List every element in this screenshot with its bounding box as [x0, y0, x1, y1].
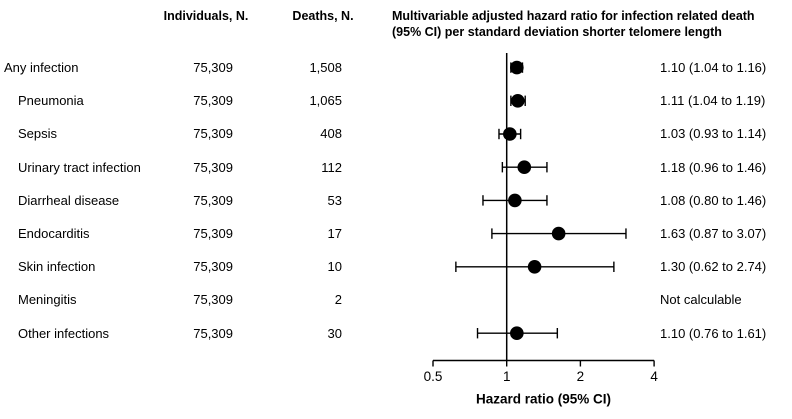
x-tick-label: 0.5 [424, 369, 443, 384]
point-marker [551, 226, 566, 241]
x-tick-label: 1 [503, 369, 511, 384]
point-marker [503, 127, 517, 141]
column-header-deaths: Deaths, N. [292, 9, 354, 23]
individuals-count: 75,309 [193, 325, 233, 341]
hazard-ratio-text: 1.63 (0.87 to 3.07) [660, 226, 767, 242]
deaths-count: 112 [321, 159, 342, 175]
table-row: Skin infection 75,309 10 1.30 (0.62 to 2… [0, 250, 792, 283]
hazard-ratio-header-line1: Multivariable adjusted hazard ratio for … [392, 9, 755, 23]
hazard-ratio-text: 1.03 (0.93 to 1.14) [660, 126, 767, 142]
x-tick-label: 4 [650, 369, 658, 384]
table-row: Pneumonia 75,309 1,065 1.11 (1.04 to 1.1… [0, 84, 792, 117]
hazard-ratio-text: 1.10 (1.04 to 1.16) [660, 60, 767, 76]
row-label: Pneumonia [18, 93, 84, 109]
table-row: Urinary tract infection 75,309 112 1.18 … [0, 151, 792, 184]
point-marker [508, 193, 522, 208]
row-label: Any infection [4, 60, 79, 76]
row-label: Skin infection [18, 259, 96, 275]
hazard-ratio-text: 1.11 (1.04 to 1.19) [660, 93, 766, 109]
hazard-ratio-text: 1.18 (0.96 to 1.46) [660, 159, 767, 175]
x-tick-label: 2 [577, 369, 585, 384]
row-label: Other infections [18, 325, 110, 341]
deaths-count: 408 [320, 126, 342, 142]
individuals-count: 75,309 [193, 226, 233, 242]
table-row: Diarrheal disease 75,309 53 1.08 (0.80 t… [0, 184, 792, 217]
point-marker [510, 326, 524, 341]
x-axis-title: Hazard ratio (95% CI) [476, 392, 611, 407]
hazard-ratio-header-line2: (95% CI) per standard deviation shorter … [392, 24, 722, 39]
row-label: Meningitis [18, 292, 77, 308]
deaths-count: 17 [327, 226, 342, 242]
individuals-count: 75,309 [193, 159, 233, 175]
individuals-count: 75,309 [193, 60, 233, 76]
point-marker [527, 260, 542, 274]
deaths-count: 1,508 [309, 60, 342, 76]
forest-table-rows: Any infection 75,309 1,508 1.10 (1.04 to… [0, 51, 792, 350]
row-label: Sepsis [18, 126, 58, 142]
table-row: Sepsis 75,309 408 1.03 (0.93 to 1.14) [0, 117, 792, 150]
individuals-count: 75,309 [193, 192, 233, 208]
hazard-ratio-text: Not calculable [660, 292, 742, 308]
individuals-count: 75,309 [193, 126, 233, 142]
column-header-individuals: Individuals, N. [163, 9, 249, 23]
row-label: Endocarditis [18, 226, 90, 242]
deaths-count: 53 [327, 192, 342, 208]
deaths-count: 10 [327, 259, 342, 275]
column-header-hazard-ratio: Multivariable adjusted hazard ratio for … [392, 9, 792, 40]
table-row: Endocarditis 75,309 17 1.63 (0.87 to 3.0… [0, 217, 792, 250]
hazard-ratio-text: 1.30 (0.62 to 2.74) [660, 259, 767, 275]
hazard-ratio-text: 1.08 (0.80 to 1.46) [660, 192, 767, 208]
table-row: Other infections 75,309 30 1.10 (0.76 to… [0, 317, 792, 350]
individuals-count: 75,309 [193, 93, 233, 109]
table-row: Any infection 75,309 1,508 1.10 (1.04 to… [0, 51, 792, 84]
point-marker [517, 160, 532, 174]
table-row: Meningitis 75,309 2 Not calculable [0, 283, 792, 316]
deaths-count: 30 [327, 325, 342, 341]
deaths-count: 1,065 [309, 93, 342, 109]
point-marker [510, 94, 525, 108]
deaths-count: 2 [334, 292, 342, 308]
row-label: Urinary tract infection [18, 159, 141, 175]
individuals-count: 75,309 [193, 292, 233, 308]
row-label: Diarrheal disease [18, 192, 120, 208]
point-marker [510, 60, 524, 75]
hazard-ratio-text: 1.10 (0.76 to 1.61) [660, 325, 767, 341]
individuals-count: 75,309 [193, 259, 233, 275]
